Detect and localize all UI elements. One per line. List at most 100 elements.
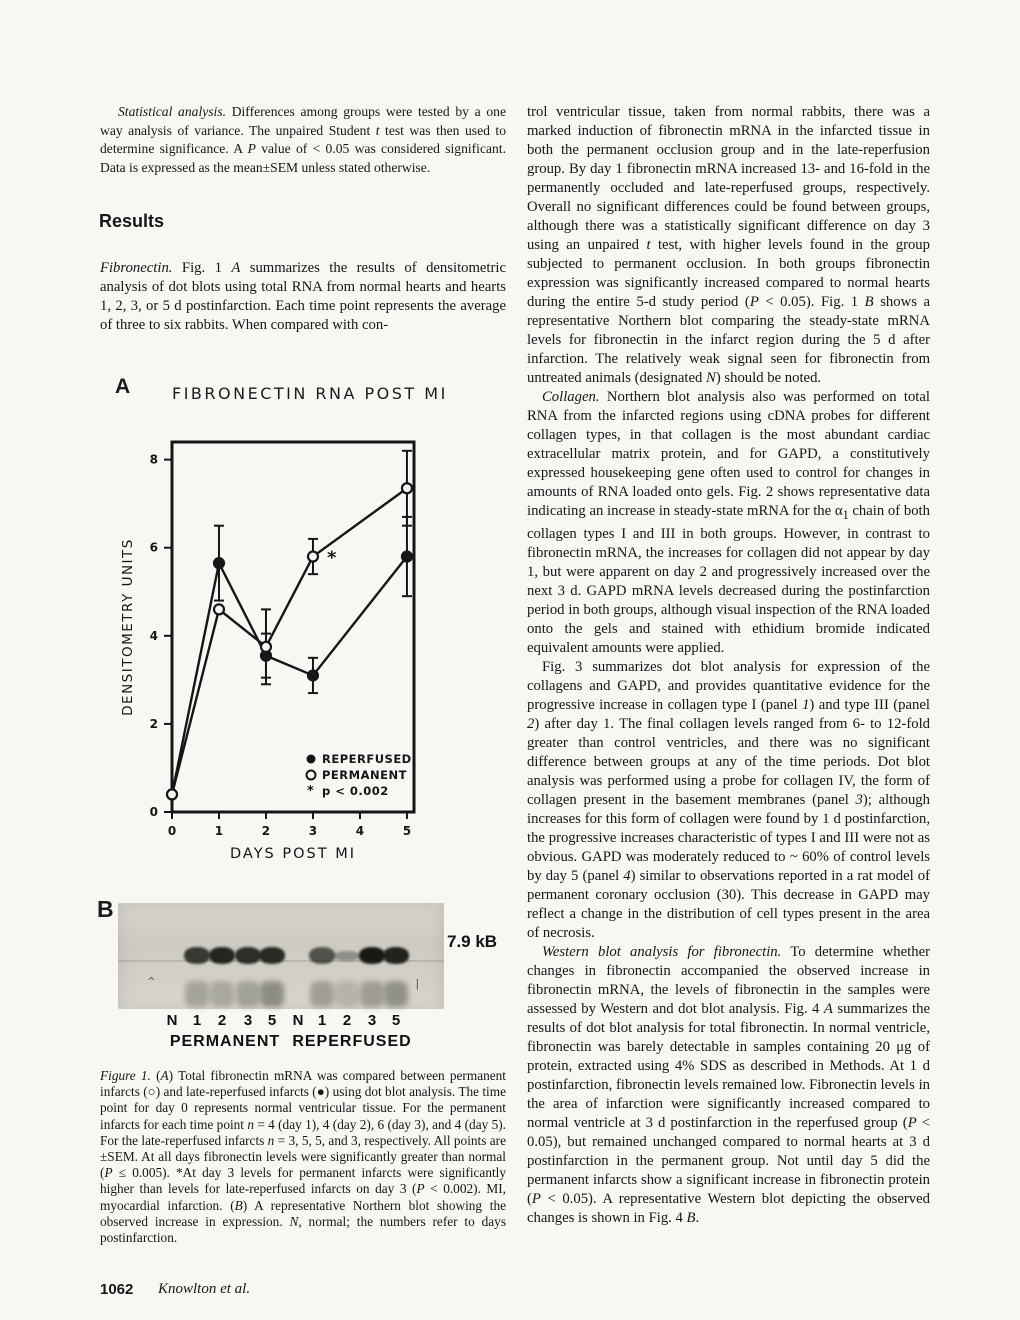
figure-panel-a-label: A — [115, 375, 131, 398]
plot-frame — [170, 440, 416, 814]
lane-label: 1 — [317, 1012, 327, 1029]
text-segment: n — [247, 1116, 254, 1132]
x-tick-label: 2 — [262, 824, 270, 838]
text-segment: P — [247, 141, 256, 157]
text-segment: ) Total fibronectin mRNA was compared be… — [100, 1068, 506, 1132]
text-segment: A — [823, 1000, 833, 1017]
blot-band — [209, 947, 235, 964]
text-segment: ≤ 0.005). *At day 3 levels for permanent… — [100, 1165, 506, 1197]
blot-smear — [236, 981, 260, 1007]
text-segment: chain of both collagen types I and III i… — [527, 503, 930, 656]
body-paragraph: Fig. 3 summarizes dot blot analysis for … — [527, 658, 930, 943]
y-tick-label: 8 — [150, 453, 158, 467]
text-segment: ) A representative Northern blot showing… — [100, 1197, 506, 1229]
text-segment: 4 — [623, 867, 631, 884]
text-segment: Collagen. — [542, 389, 600, 405]
legend-open-marker — [305, 769, 317, 781]
northern-blot-image: ^ | — [118, 903, 444, 1009]
blot-smear — [360, 981, 384, 1007]
text-segment: A — [160, 1068, 169, 1083]
y-tick-label: 4 — [150, 629, 158, 643]
legend-label: REPERFUSED — [322, 752, 412, 766]
data-point — [400, 550, 414, 563]
lane-label: 3 — [243, 1012, 253, 1029]
blot-band — [359, 947, 385, 964]
blot-band — [235, 947, 261, 964]
text-segment: ) similar to observations reported in a … — [527, 867, 930, 941]
text-segment: P — [531, 1190, 541, 1207]
text-segment: 1 — [802, 696, 810, 713]
text-segment: ) after day 1. The final collagen levels… — [527, 715, 930, 808]
x-tick-label: 0 — [168, 824, 176, 838]
blot-smear — [335, 981, 359, 1007]
text-segment: 2 — [527, 715, 535, 732]
fibronectin-line-chart: 0 2 4 6 8 0 1 2 3 4 5 * REPERFUSED PERMANENT * p < 0.00… — [120, 440, 416, 862]
data-point — [212, 603, 226, 616]
text-segment: < 0.002). MI, myocardial infarction. ( — [100, 1181, 506, 1213]
y-tick-label: 0 — [150, 805, 158, 819]
lane-label: N — [166, 1012, 178, 1029]
lane-label: 5 — [267, 1012, 277, 1029]
text-segment: shows a representative Northern blot com… — [527, 294, 930, 386]
right-column-text: trol ventricular tissue, taken from norm… — [527, 103, 930, 1228]
scan-artifact: ^ — [148, 975, 155, 988]
legend-label: PERMANENT — [322, 768, 407, 782]
blot-band — [334, 951, 360, 961]
text-segment: < 0.05), but remained unchanged compared… — [527, 1114, 930, 1207]
blot-band — [383, 947, 409, 964]
blot-group-labels: PERMANENT REPERFUSED — [118, 1033, 444, 1055]
text-segment: Differences among groups were tested by … — [100, 104, 506, 138]
band-size-label: 7.9 kB — [447, 932, 498, 951]
y-tick-label: 2 — [150, 717, 158, 731]
blot-band — [259, 947, 285, 964]
lane-label: N — [292, 1012, 304, 1029]
text-segment: P — [907, 1114, 917, 1131]
text-segment: Statistical analysis. — [118, 104, 227, 119]
text-segment: ) and type III (panel — [809, 696, 930, 713]
text-segment: 3 — [855, 791, 863, 808]
text-segment: P — [749, 294, 759, 310]
legend-label: p < 0.002 — [322, 784, 389, 798]
text-segment: ); although increases for this form of c… — [527, 791, 930, 884]
text-segment: < 0.05). A representative Western blot d… — [527, 1190, 930, 1226]
text-segment: summarizes the results of densitometric … — [100, 260, 507, 333]
text-segment: = 3, 5, 5, and 3, respectively. All poin… — [100, 1132, 506, 1181]
data-point — [306, 669, 320, 682]
text-segment: Northern blot analysis also was performe… — [527, 389, 930, 519]
text-segment: value of < 0.05 was considered significa… — [100, 141, 507, 176]
text-segment: = 4 (day 1), 4 (day 2), 6 (day 3), and 4… — [100, 1116, 506, 1148]
text-segment: . — [695, 1209, 700, 1226]
text-segment: ( — [150, 1068, 161, 1083]
lane-label: 2 — [217, 1012, 227, 1029]
x-axis-label: DAYS POST MI — [230, 846, 356, 862]
data-point — [259, 640, 273, 653]
data-point — [306, 550, 320, 563]
text-segment: B — [864, 294, 874, 310]
text-segment: < 0.05). Fig. 1 — [758, 294, 865, 310]
text-segment: ) should be noted. — [715, 370, 822, 386]
blot-band — [184, 947, 210, 964]
blot-smear — [384, 981, 408, 1007]
body-paragraph: Western blot analysis for fibronectin. T… — [527, 943, 930, 1228]
lane-label: 2 — [342, 1012, 352, 1029]
significance-asterisk: * — [327, 548, 337, 569]
data-point — [400, 482, 414, 495]
y-tick-label: 6 — [150, 541, 158, 555]
blot-smear — [210, 981, 234, 1007]
text-segment: 1 — [842, 507, 849, 522]
text-segment: Fig. 1 — [172, 260, 232, 276]
figure-panel-b-label: B — [97, 896, 114, 922]
text-segment: To determine whether changes in fibronec… — [527, 943, 930, 1017]
legend-asterisk-marker: * — [307, 784, 314, 799]
fibronectin-paragraph: Fibronectin. Fig. 1 A summarizes the res… — [100, 259, 506, 335]
text-segment: n — [267, 1132, 275, 1148]
text-segment: P — [104, 1165, 113, 1181]
text-segment: , normal; the numbers refer to days post… — [100, 1213, 507, 1246]
series-line — [170, 487, 408, 795]
scan-artifact: | — [414, 977, 421, 990]
text-segment: test, with higher levels found in the gr… — [527, 237, 930, 310]
data-point — [212, 557, 226, 570]
legend-filled-marker — [306, 754, 316, 764]
